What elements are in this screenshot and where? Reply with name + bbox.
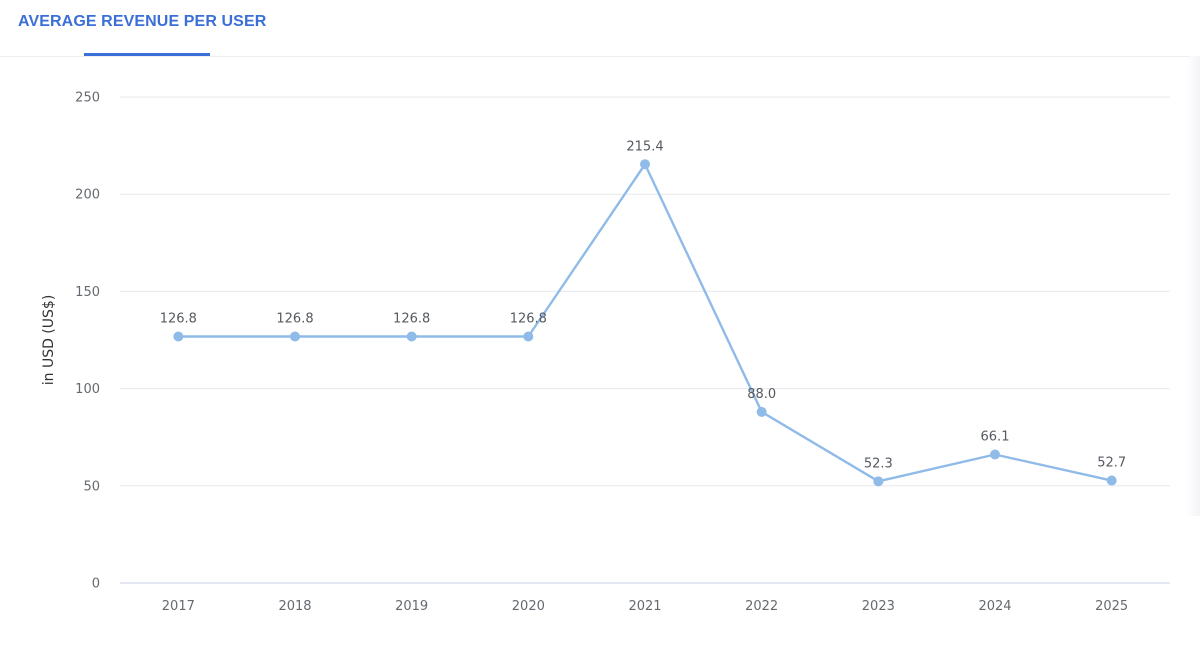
x-tick-label: 2022	[745, 599, 778, 614]
y-tick-label: 200	[75, 188, 100, 203]
data-label: 126.8	[160, 312, 197, 327]
series-line	[178, 163, 1112, 483]
data-point[interactable]	[290, 331, 300, 342]
series-layer: 126.8 126.8 126.8 126.8 215.4 88.0 52.3 66.1 52.…	[160, 139, 1126, 487]
y-axis-label: in USD (US$)	[41, 295, 57, 386]
data-label: 126.8	[393, 312, 430, 327]
data-label: 52.3	[864, 456, 893, 471]
y-tick-label: 0	[92, 577, 100, 592]
y-axis-ticks: 0 50 100 150 200 250	[75, 91, 100, 592]
x-tick-label: 2019	[395, 599, 428, 614]
data-label: 126.8	[276, 312, 313, 327]
data-label: 126.8	[510, 312, 547, 327]
data-label: 66.1	[981, 430, 1010, 445]
x-tick-label: 2025	[1095, 599, 1128, 614]
data-label: 88.0	[747, 387, 776, 402]
x-tick-label: 2023	[862, 599, 895, 614]
data-point[interactable]	[523, 331, 534, 342]
grid-lines	[120, 96, 1170, 584]
x-tick-label: 2024	[978, 599, 1011, 614]
data-point[interactable]	[990, 449, 1000, 460]
data-point[interactable]	[1106, 475, 1117, 486]
x-axis-ticks: 2017 2018 2019 2020 2021 2022 2023 2024 2025	[162, 599, 1128, 614]
data-point[interactable]	[173, 331, 184, 342]
tab-average-revenue-per-user[interactable]: AVERAGE REVENUE PER USER	[18, 13, 267, 30]
data-point[interactable]	[873, 476, 884, 487]
y-tick-label: 150	[75, 285, 100, 300]
data-label: 52.7	[1097, 456, 1126, 471]
x-tick-label: 2017	[162, 599, 195, 614]
x-tick-label: 2020	[512, 599, 545, 614]
y-tick-label: 250	[75, 91, 100, 106]
data-point[interactable]	[640, 159, 650, 170]
y-tick-label: 100	[75, 382, 100, 397]
scroll-shadow	[1186, 56, 1200, 516]
x-tick-label: 2021	[628, 599, 661, 614]
x-tick-label: 2018	[278, 599, 311, 614]
active-tab-indicator	[84, 53, 210, 56]
tab-bar: AVERAGE REVENUE PER USER	[0, 0, 1190, 57]
data-label: 215.4	[626, 139, 663, 154]
y-tick-label: 50	[83, 479, 100, 494]
data-point[interactable]	[756, 406, 767, 417]
data-point[interactable]	[406, 331, 417, 342]
